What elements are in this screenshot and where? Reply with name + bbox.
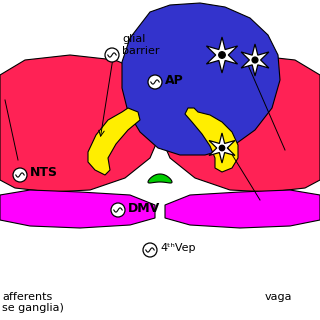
- Polygon shape: [241, 44, 269, 76]
- Text: NTS: NTS: [30, 165, 58, 179]
- Text: se ganglia): se ganglia): [2, 303, 64, 313]
- Polygon shape: [122, 3, 280, 155]
- Text: afferents: afferents: [2, 292, 52, 302]
- Polygon shape: [88, 108, 140, 175]
- Circle shape: [219, 52, 225, 58]
- Text: glial
barrier: glial barrier: [122, 34, 159, 56]
- Circle shape: [219, 145, 225, 151]
- Polygon shape: [155, 55, 320, 192]
- Polygon shape: [206, 37, 237, 73]
- Polygon shape: [165, 190, 320, 228]
- Polygon shape: [148, 174, 172, 183]
- Polygon shape: [185, 108, 238, 172]
- Circle shape: [143, 243, 157, 257]
- Circle shape: [105, 48, 119, 62]
- Text: DMV: DMV: [128, 202, 160, 214]
- Circle shape: [148, 75, 162, 89]
- Text: vaga: vaga: [265, 292, 292, 302]
- Text: AP: AP: [165, 74, 184, 86]
- Circle shape: [252, 57, 258, 63]
- Circle shape: [13, 168, 27, 182]
- Polygon shape: [209, 133, 235, 163]
- Polygon shape: [0, 55, 165, 192]
- Circle shape: [111, 203, 125, 217]
- Polygon shape: [0, 190, 155, 228]
- Text: 4ᵗʰVep: 4ᵗʰVep: [160, 243, 196, 253]
